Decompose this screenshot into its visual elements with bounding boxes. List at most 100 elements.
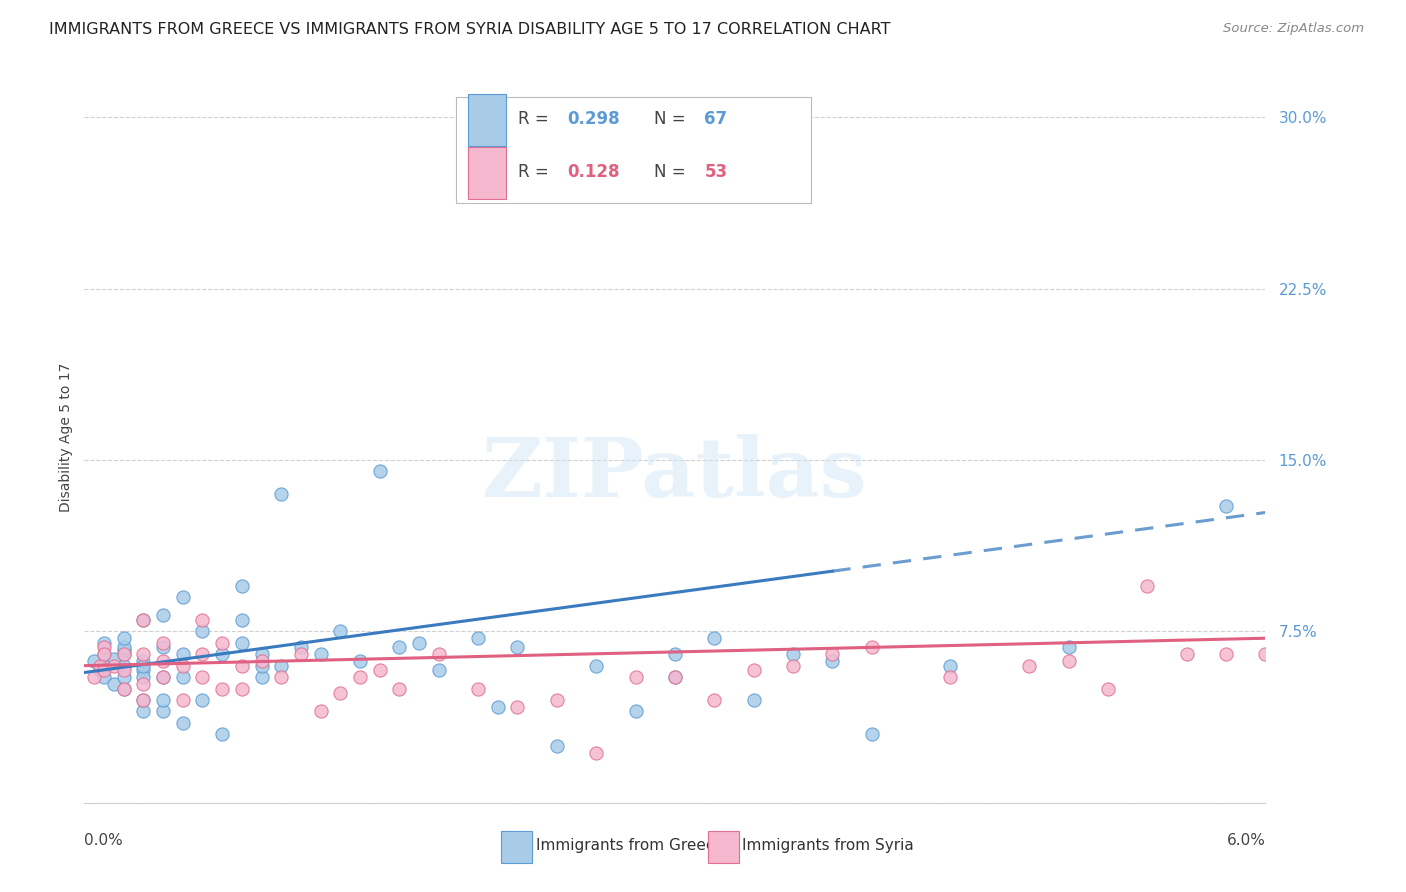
- Point: [1254, 647, 1277, 661]
- Point: [664, 647, 686, 661]
- Point: [152, 705, 174, 719]
- Point: [112, 640, 135, 655]
- Point: [103, 652, 125, 666]
- Point: [132, 693, 155, 707]
- Point: [782, 658, 804, 673]
- Point: [152, 670, 174, 684]
- FancyBboxPatch shape: [709, 830, 738, 863]
- Point: [1057, 654, 1080, 668]
- Point: [152, 608, 174, 623]
- Text: 6.0%: 6.0%: [1226, 833, 1265, 848]
- Point: [112, 632, 135, 646]
- Point: [89, 658, 111, 673]
- Point: [624, 705, 647, 719]
- Point: [624, 670, 647, 684]
- Point: [103, 677, 125, 691]
- Point: [132, 658, 155, 673]
- Point: [211, 647, 233, 661]
- Point: [152, 693, 174, 707]
- Point: [191, 613, 214, 627]
- Text: ZIPatlas: ZIPatlas: [482, 434, 868, 514]
- Point: [250, 647, 273, 661]
- FancyBboxPatch shape: [468, 94, 506, 146]
- Point: [152, 654, 174, 668]
- Point: [821, 654, 844, 668]
- Point: [427, 663, 450, 677]
- Point: [782, 647, 804, 661]
- Point: [546, 693, 568, 707]
- Text: Immigrants from Greece: Immigrants from Greece: [536, 838, 724, 853]
- FancyBboxPatch shape: [468, 147, 506, 200]
- Point: [83, 654, 105, 668]
- Text: IMMIGRANTS FROM GREECE VS IMMIGRANTS FROM SYRIA DISABILITY AGE 5 TO 17 CORRELATI: IMMIGRANTS FROM GREECE VS IMMIGRANTS FRO…: [49, 22, 891, 37]
- Point: [89, 663, 111, 677]
- Point: [112, 663, 135, 677]
- Point: [132, 663, 155, 677]
- Point: [585, 746, 607, 760]
- Point: [191, 670, 214, 684]
- Point: [172, 647, 194, 661]
- Point: [112, 647, 135, 661]
- Point: [191, 624, 214, 639]
- Point: [132, 693, 155, 707]
- Point: [231, 658, 253, 673]
- Point: [309, 647, 332, 661]
- Point: [132, 613, 155, 627]
- Point: [152, 670, 174, 684]
- Point: [546, 739, 568, 753]
- Point: [93, 658, 115, 673]
- Point: [821, 647, 844, 661]
- Text: R =: R =: [517, 163, 554, 181]
- Point: [93, 647, 115, 661]
- Point: [211, 636, 233, 650]
- Point: [388, 681, 411, 696]
- Point: [368, 464, 391, 478]
- Point: [1215, 647, 1237, 661]
- Point: [112, 642, 135, 657]
- Point: [93, 663, 115, 677]
- Point: [152, 640, 174, 655]
- Point: [939, 658, 962, 673]
- Point: [939, 670, 962, 684]
- Point: [211, 681, 233, 696]
- Point: [664, 670, 686, 684]
- Point: [231, 636, 253, 650]
- Point: [83, 670, 105, 684]
- Text: R =: R =: [517, 111, 554, 128]
- Point: [250, 658, 273, 673]
- Point: [132, 670, 155, 684]
- Point: [112, 670, 135, 684]
- Text: N =: N =: [654, 111, 690, 128]
- Point: [290, 647, 312, 661]
- Point: [103, 658, 125, 673]
- Point: [368, 663, 391, 677]
- Point: [860, 727, 883, 741]
- Point: [1175, 647, 1198, 661]
- Y-axis label: Disability Age 5 to 17: Disability Age 5 to 17: [59, 362, 73, 512]
- Point: [112, 681, 135, 696]
- Text: Immigrants from Syria: Immigrants from Syria: [742, 838, 914, 853]
- Text: Source: ZipAtlas.com: Source: ZipAtlas.com: [1223, 22, 1364, 36]
- Point: [250, 654, 273, 668]
- Point: [132, 677, 155, 691]
- Point: [309, 705, 332, 719]
- Point: [270, 658, 292, 673]
- Point: [270, 487, 292, 501]
- Point: [329, 686, 352, 700]
- Point: [211, 727, 233, 741]
- FancyBboxPatch shape: [457, 97, 811, 203]
- Point: [93, 640, 115, 655]
- Point: [231, 579, 253, 593]
- Point: [231, 613, 253, 627]
- Point: [132, 705, 155, 719]
- Point: [270, 670, 292, 684]
- Point: [1215, 499, 1237, 513]
- Point: [250, 670, 273, 684]
- Point: [703, 693, 725, 707]
- Point: [742, 663, 765, 677]
- Text: 67: 67: [704, 111, 727, 128]
- Point: [290, 640, 312, 655]
- Point: [191, 693, 214, 707]
- Point: [172, 658, 194, 673]
- Point: [152, 636, 174, 650]
